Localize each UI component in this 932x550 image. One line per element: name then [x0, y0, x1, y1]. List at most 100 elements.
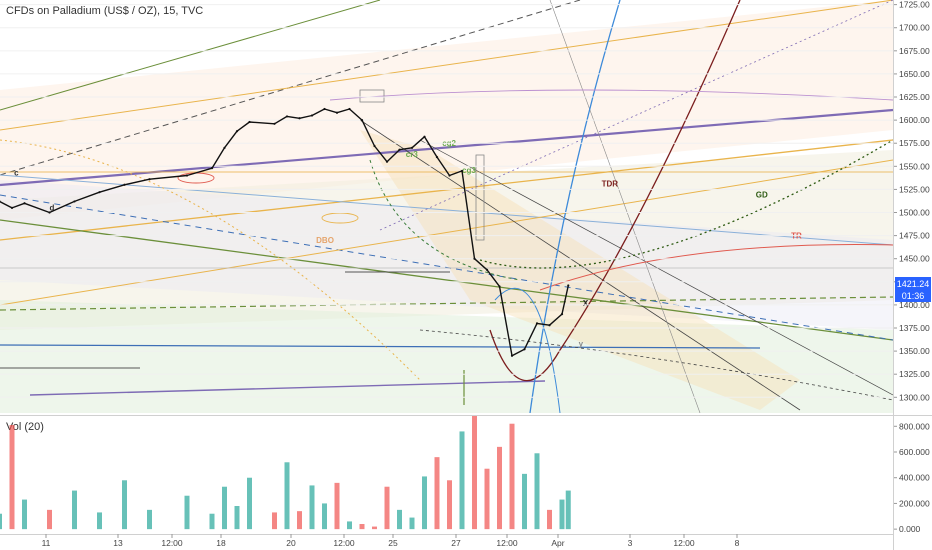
price-point	[185, 174, 189, 177]
price-tick-label: 1525.00	[899, 184, 930, 194]
volume-bar	[397, 509, 402, 530]
volume-bar	[22, 499, 27, 530]
price-point	[348, 107, 351, 111]
time-axis[interactable]: 11 13 12:00 18 20 12:00 25 27 12:00 Apr 3 12:00 8	[42, 534, 740, 548]
annotation-label: GD	[756, 191, 768, 200]
price-tick-label: 1400.00	[899, 300, 930, 310]
price-point	[448, 174, 451, 177]
volume-indicator-label[interactable]: Vol (20)	[6, 421, 44, 433]
time-tick-label: 27	[451, 538, 461, 548]
price-point	[535, 322, 539, 325]
price-point	[498, 285, 501, 288]
price-point	[423, 135, 426, 138]
price-point	[373, 144, 376, 148]
price-tick-label: 1500.00	[899, 208, 930, 218]
volume-bar	[509, 423, 515, 530]
volume-bar	[534, 453, 540, 530]
time-tick-label: 11	[42, 538, 51, 548]
volume-bar	[97, 512, 102, 530]
time-tick-label: Apr	[551, 538, 564, 548]
price-point	[298, 117, 301, 120]
volume-bar	[9, 425, 15, 530]
price-line	[0, 108, 569, 357]
price-tick-label: 1675.00	[899, 46, 930, 56]
price-tick-label: 1575.00	[899, 138, 930, 148]
price-axis[interactable]: 1300.001325.001350.001375.001400.001425.…	[893, 0, 930, 402]
price-point	[460, 169, 464, 173]
volume-bar	[522, 473, 527, 530]
volume-bar	[209, 513, 215, 530]
volume-bar	[0, 513, 2, 530]
annotation-label: TDR	[602, 180, 619, 189]
price-point	[273, 122, 276, 125]
last-price-text: 1421.24	[897, 279, 930, 289]
price-point	[223, 146, 226, 149]
price-tick-label: 1450.00	[899, 254, 930, 264]
volume-bar	[122, 480, 127, 530]
price-point	[560, 313, 564, 316]
price-point	[123, 183, 126, 186]
annotation-label: d	[50, 204, 55, 213]
price-tick-label: 1350.00	[899, 346, 930, 356]
volume-bar	[372, 526, 377, 530]
price-tick-label: 1725.00	[899, 0, 930, 10]
price-point	[435, 155, 439, 159]
volume-bar	[309, 485, 315, 530]
time-tick-label: 20	[286, 538, 296, 548]
price-point	[473, 257, 476, 260]
annotation-label: y	[579, 339, 584, 348]
bar-countdown-text: 01:36	[902, 291, 925, 301]
volume-bar	[297, 511, 302, 530]
price-point	[23, 202, 26, 205]
volume-bar	[484, 468, 490, 530]
time-tick-label: 12:00	[673, 538, 695, 548]
chart-title: CFDs on Palladium (US$ / OZ), 15, TVC	[6, 5, 204, 17]
price-point	[148, 178, 151, 181]
price-point	[398, 148, 401, 151]
price-tick-label: 1375.00	[899, 323, 930, 333]
volume-series-layer	[0, 416, 571, 530]
price-point	[323, 107, 326, 111]
volume-bar	[272, 512, 277, 530]
volume-tick-label: 200.000	[899, 498, 930, 508]
price-point	[335, 111, 339, 114]
price-point	[235, 130, 239, 133]
volume-bar	[559, 499, 565, 530]
price-tick-label: 1325.00	[899, 369, 930, 379]
volume-bar	[434, 457, 440, 530]
price-point	[98, 191, 101, 194]
volume-bar	[409, 517, 415, 530]
volume-bar	[565, 490, 571, 530]
price-point	[48, 211, 51, 214]
price-point	[510, 354, 514, 357]
volume-axis[interactable]: 0.000 200.000 400.000 600.000 800.000	[893, 421, 930, 534]
volume-bar	[284, 462, 290, 530]
volume-bar	[47, 509, 52, 530]
price-tick-label: 1625.00	[899, 92, 930, 102]
price-tick-label: 1650.00	[899, 69, 930, 79]
volume-bar	[359, 524, 365, 530]
volume-bar	[222, 486, 227, 530]
volume-bar	[547, 509, 552, 530]
annotation-label: DBO	[316, 236, 334, 245]
last-price-badge-bg	[895, 277, 931, 290]
volume-bar	[422, 476, 427, 530]
time-tick-label: 12:00	[496, 538, 518, 548]
price-tick-label: 1550.00	[899, 161, 930, 171]
price-gridlines	[0, 4, 893, 398]
price-point	[485, 268, 489, 271]
price-tick-label: 1700.00	[899, 23, 930, 33]
time-tick-label: 18	[216, 538, 226, 548]
volume-bar	[322, 503, 327, 530]
price-point	[0, 200, 1, 203]
volume-bar	[247, 477, 252, 530]
price-tick-label: 1475.00	[899, 231, 930, 241]
time-tick-label: 8	[735, 538, 740, 548]
volume-bar	[459, 431, 465, 530]
volume-bar	[147, 509, 152, 530]
price-point	[248, 120, 251, 124]
price-tick-label: 1600.00	[899, 115, 930, 125]
volume-bar	[497, 446, 502, 530]
volume-bar	[347, 521, 352, 530]
